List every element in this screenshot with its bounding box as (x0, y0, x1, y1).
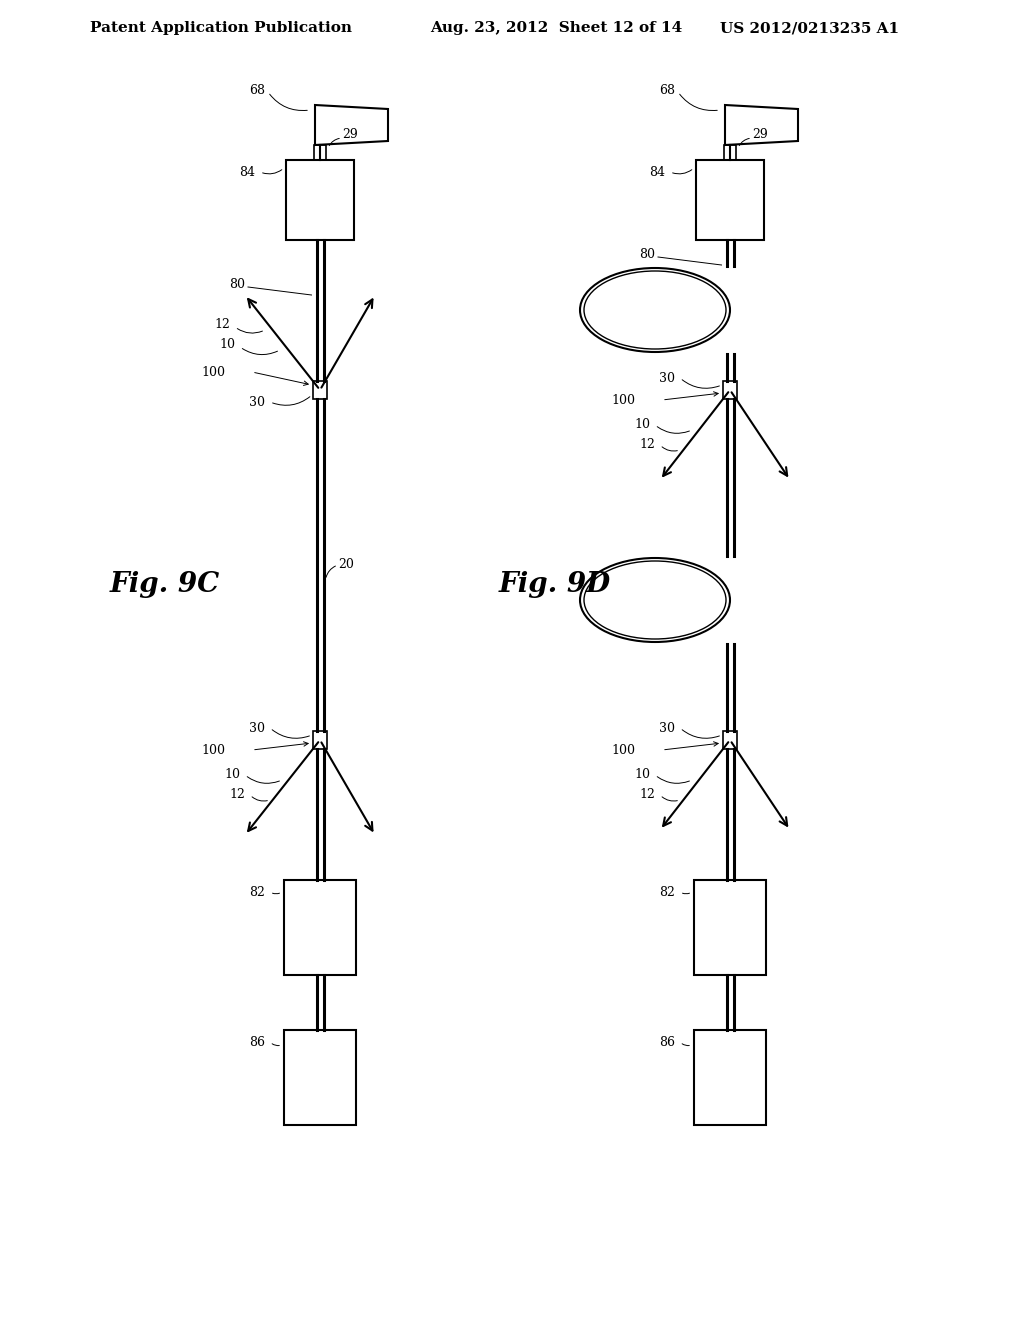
Bar (314, 145, 326, 160)
Text: 12: 12 (639, 788, 655, 801)
Text: 12: 12 (639, 438, 655, 451)
Text: 68: 68 (249, 83, 265, 96)
Text: 100: 100 (201, 366, 225, 379)
Text: 100: 100 (201, 743, 225, 756)
Text: 12: 12 (214, 318, 230, 331)
Bar (286, 160, 354, 240)
Text: 68: 68 (659, 83, 675, 96)
Bar (723, 731, 737, 748)
Text: 86: 86 (249, 1035, 265, 1048)
Bar (723, 381, 737, 399)
Text: 80: 80 (229, 279, 245, 292)
Text: Fig. 9D: Fig. 9D (499, 572, 611, 598)
Bar (724, 145, 736, 160)
Text: 80: 80 (639, 248, 655, 261)
Text: 30: 30 (249, 722, 265, 734)
Text: 30: 30 (659, 371, 675, 384)
Text: 10: 10 (219, 338, 234, 351)
Text: 10: 10 (634, 768, 650, 781)
Polygon shape (315, 106, 388, 145)
Text: 84: 84 (649, 165, 665, 178)
Text: 29: 29 (752, 128, 768, 141)
Bar (694, 1030, 766, 1125)
Text: 82: 82 (249, 886, 265, 899)
Text: 86: 86 (659, 1035, 675, 1048)
Bar (284, 880, 356, 975)
Text: 29: 29 (342, 128, 357, 141)
Text: 100: 100 (611, 393, 635, 407)
Text: 100: 100 (611, 743, 635, 756)
Bar (694, 880, 766, 975)
Text: 10: 10 (224, 768, 240, 781)
Text: 12: 12 (229, 788, 245, 801)
Bar (696, 160, 764, 240)
Text: Fig. 9C: Fig. 9C (110, 572, 220, 598)
Bar (313, 731, 327, 748)
Polygon shape (725, 106, 798, 145)
Text: 82: 82 (659, 886, 675, 899)
Text: 20: 20 (338, 558, 354, 572)
Text: 84: 84 (239, 165, 255, 178)
Text: Aug. 23, 2012  Sheet 12 of 14: Aug. 23, 2012 Sheet 12 of 14 (430, 21, 682, 36)
Bar (313, 381, 327, 399)
Text: 10: 10 (634, 418, 650, 432)
Text: Patent Application Publication: Patent Application Publication (90, 21, 352, 36)
Bar (284, 1030, 356, 1125)
Text: 30: 30 (659, 722, 675, 734)
Text: 30: 30 (249, 396, 265, 408)
Text: US 2012/0213235 A1: US 2012/0213235 A1 (720, 21, 899, 36)
